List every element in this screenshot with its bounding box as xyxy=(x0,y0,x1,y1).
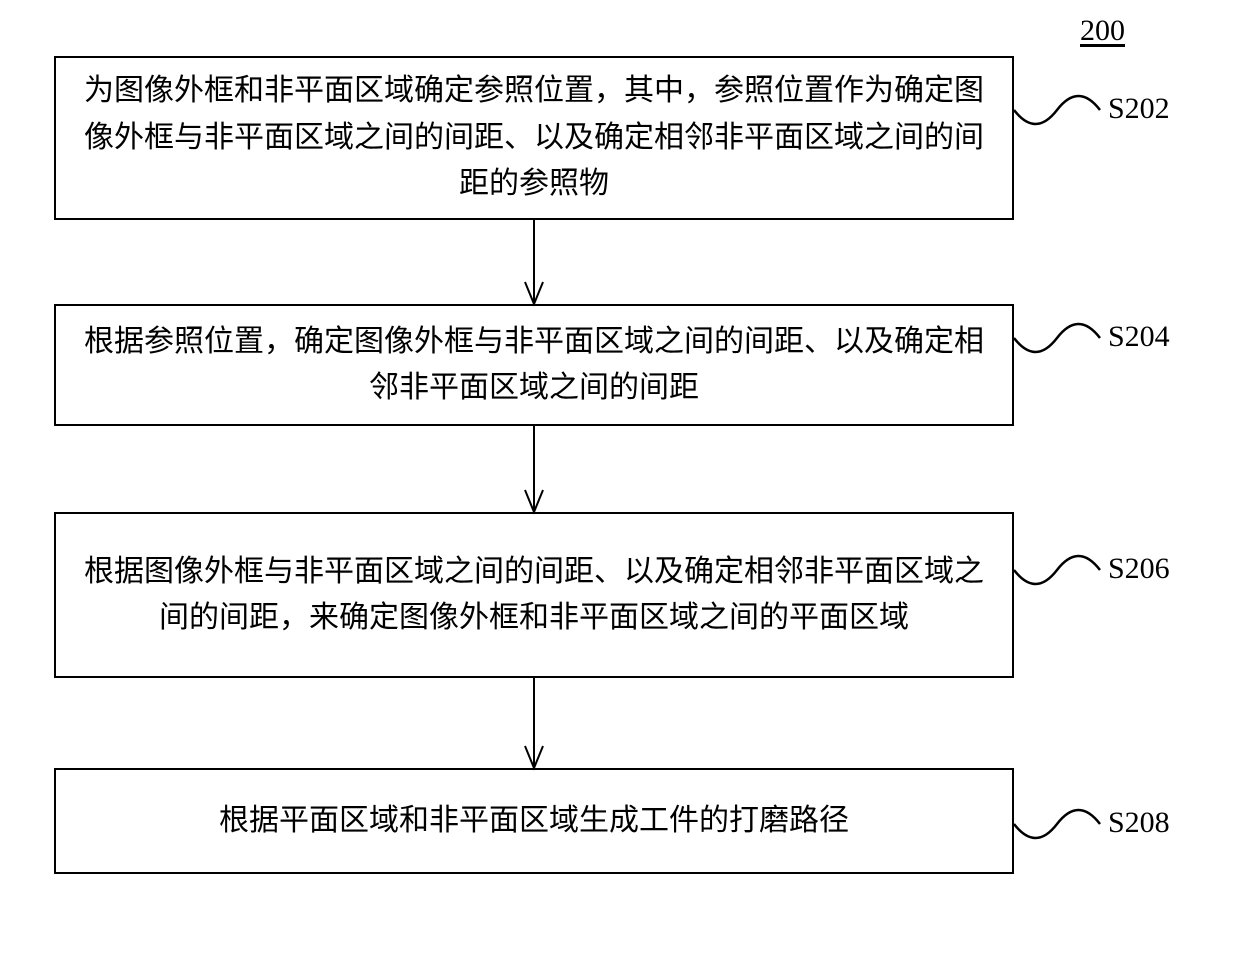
step-text: 根据平面区域和非平面区域生成工件的打磨路径 xyxy=(219,798,849,845)
arrow-s206-s208 xyxy=(512,676,556,770)
step-box-s206: 根据图像外框与非平面区域之间的间距、以及确定相邻非平面区域之间的间距，来确定图像… xyxy=(54,512,1014,678)
leader-line-s204 xyxy=(1010,306,1104,370)
step-text: 为图像外框和非平面区域确定参照位置，其中，参照位置作为确定图像外框与非平面区域之… xyxy=(84,68,984,208)
step-text: 根据参照位置，确定图像外框与非平面区域之间的间距、以及确定相邻非平面区域之间的间… xyxy=(84,319,984,412)
leader-line-s202 xyxy=(1010,78,1104,142)
leader-line-s206 xyxy=(1010,538,1104,602)
arrow-s204-s206 xyxy=(512,424,556,514)
step-box-s204: 根据参照位置，确定图像外框与非平面区域之间的间距、以及确定相邻非平面区域之间的间… xyxy=(54,304,1014,426)
step-label-s204: S204 xyxy=(1108,320,1170,354)
step-box-s208: 根据平面区域和非平面区域生成工件的打磨路径 xyxy=(54,768,1014,874)
leader-line-s208 xyxy=(1010,792,1104,856)
figure-number-label: 200 xyxy=(1080,14,1125,48)
step-label-s208: S208 xyxy=(1108,806,1170,840)
step-box-s202: 为图像外框和非平面区域确定参照位置，其中，参照位置作为确定图像外框与非平面区域之… xyxy=(54,56,1014,220)
arrow-s202-s204 xyxy=(512,218,556,306)
step-text: 根据图像外框与非平面区域之间的间距、以及确定相邻非平面区域之间的间距，来确定图像… xyxy=(84,549,984,642)
flowchart-canvas: 200 为图像外框和非平面区域确定参照位置，其中，参照位置作为确定图像外框与非平… xyxy=(0,0,1239,973)
step-label-s206: S206 xyxy=(1108,552,1170,586)
step-label-s202: S202 xyxy=(1108,92,1170,126)
